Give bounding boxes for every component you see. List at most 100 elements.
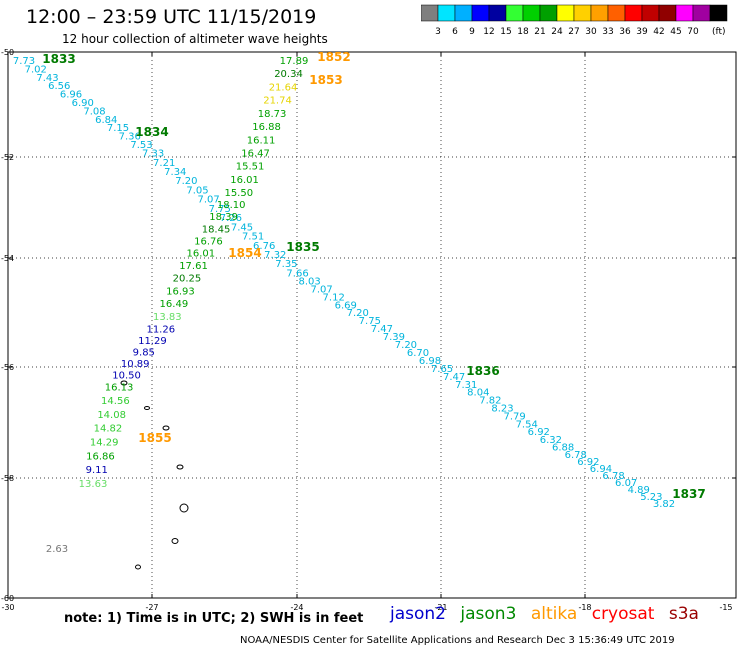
- wave-height-label: 7.66: [286, 268, 308, 279]
- wave-height-label: 7.34: [164, 167, 186, 178]
- lat-label: -52: [1, 153, 14, 162]
- time-marker: 1854: [228, 246, 261, 260]
- wave-height-label: 7.20: [347, 308, 369, 319]
- lat-label: -58: [1, 474, 14, 483]
- wave-height-label: 18.39: [209, 212, 238, 223]
- wave-height-label: 10.50: [112, 370, 141, 381]
- lat-label: -54: [1, 254, 14, 263]
- wave-height-label: 7.32: [264, 250, 286, 261]
- wave-height-label: 18.10: [217, 200, 246, 211]
- map-frame: -50 -52 -54 -56 -58 -60-30 -27 -24 -21 -18 -15: [1, 48, 737, 612]
- wave-height-label: 13.83: [153, 312, 182, 323]
- lat-label: -56: [1, 363, 14, 372]
- wave-height-label: 16.13: [105, 382, 134, 393]
- wave-height-label: 15.51: [236, 162, 265, 173]
- time-marker: 1836: [466, 364, 499, 378]
- wave-height-label: 6.84: [95, 115, 117, 126]
- lon-label: -15: [719, 603, 732, 612]
- islands: [120, 380, 189, 570]
- wave-height-label: 14.82: [94, 424, 123, 435]
- map-border: [7, 51, 737, 599]
- wave-height-label: 7.31: [455, 380, 477, 391]
- wave-height-label: 7.21: [153, 158, 175, 169]
- wave-height-labels: 7.737.027.436.566.966.907.086.847.157.36…: [13, 50, 706, 555]
- wave-height-label: 7.05: [186, 185, 208, 196]
- wave-height-label: 14.29: [90, 438, 119, 449]
- scale-label: 3: [435, 27, 441, 36]
- wave-height-label: 6.92: [528, 427, 550, 438]
- wave-height-label: 6.98: [419, 356, 441, 367]
- wave-height-label: 5.23: [640, 492, 662, 503]
- lon-label: -30: [1, 603, 14, 612]
- wave-height-label: 6.70: [407, 348, 429, 359]
- time-marker: 1852: [317, 50, 350, 64]
- island-outline: [171, 538, 179, 544]
- wave-height-label: 7.08: [83, 106, 105, 117]
- time-marker: 1837: [672, 487, 705, 501]
- wave-height-label: 11.29: [138, 336, 167, 347]
- lat-label: -60: [1, 594, 14, 603]
- scale-label: (ft): [712, 27, 726, 36]
- wave-height-label: 16.93: [166, 286, 195, 297]
- wave-height-label: 7.73: [13, 56, 35, 67]
- satellite-legend: jason2 jason3 altika cryosat s3a: [390, 604, 708, 624]
- wave-height-label: 21.74: [263, 96, 292, 107]
- wave-height-label: 8.23: [491, 404, 513, 415]
- wave-height-label: 8.04: [467, 388, 489, 399]
- legend-s3a: s3a: [668, 604, 699, 624]
- legend-jason2: jason2: [390, 604, 446, 624]
- page-subtitle: 12 hour collection of altimeter wave hei…: [62, 32, 328, 46]
- wave-height-label: 7.79: [503, 411, 525, 422]
- wave-height-label: 14.08: [97, 410, 126, 421]
- island-outline: [144, 406, 150, 410]
- wave-height-label: 7.26: [220, 213, 242, 224]
- wave-height-label: 18.73: [258, 109, 287, 120]
- wave-height-label: 17.61: [179, 261, 208, 272]
- wave-height-label: 16.01: [187, 249, 216, 260]
- wave-height-label: 20.34: [274, 69, 303, 80]
- lon-label: -27: [145, 603, 158, 612]
- scale-label: 42: [653, 27, 664, 36]
- wave-height-label: 16.76: [194, 236, 223, 247]
- lon-label: -18: [578, 603, 591, 612]
- island-outline: [179, 503, 189, 513]
- scale-label: 27: [568, 27, 579, 36]
- time-marker: 1835: [286, 240, 319, 254]
- wave-height-label: 6.07: [615, 478, 637, 489]
- wave-height-label: 16.49: [160, 299, 189, 310]
- wave-height-label: 3.82: [653, 499, 675, 510]
- color-scale: 3 6 9 12 15 18 21 24 27 30 33 36 39 42 45 70 (ft): [421, 4, 728, 36]
- island-outline: [135, 564, 141, 570]
- wave-height-label: 7.15: [107, 123, 129, 134]
- scale-swatch: [709, 4, 728, 22]
- scale-label: 70: [687, 27, 699, 36]
- wave-height-label: 6.96: [60, 90, 82, 101]
- wave-height-label: 16.86: [86, 451, 115, 462]
- wave-height-label: 17.89: [280, 56, 309, 67]
- scale-label: 45: [670, 27, 681, 36]
- wave-height-label: 15.50: [224, 188, 253, 199]
- wave-height-label: 10.89: [121, 359, 150, 370]
- wave-height-label: 7.12: [323, 292, 345, 303]
- wave-height-label: 13.63: [79, 479, 108, 490]
- scale-label: 36: [619, 27, 631, 36]
- wave-height-label: 16.01: [230, 175, 259, 186]
- island-outline: [176, 464, 184, 470]
- wave-height-label: 7.43: [36, 73, 58, 84]
- wave-height-label: 21.64: [269, 82, 298, 93]
- time-marker: 1855: [138, 431, 171, 445]
- wave-height-label: 4.89: [628, 485, 650, 496]
- time-marker: 1853: [309, 73, 342, 87]
- island-outline: [162, 425, 170, 431]
- legend-altika: altika: [530, 604, 578, 624]
- wave-height-label: 9.11: [86, 465, 108, 476]
- scale-label: 15: [500, 27, 511, 36]
- wave-height-label: 7.65: [431, 364, 453, 375]
- wave-height-label: 7.39: [383, 332, 405, 343]
- wave-height-label: 16.88: [252, 122, 281, 133]
- wave-height-label: 16.47: [241, 148, 270, 159]
- scale-label: 21: [534, 27, 545, 36]
- time-marker: 1833: [42, 52, 75, 66]
- wave-height-label: 7.54: [516, 419, 538, 430]
